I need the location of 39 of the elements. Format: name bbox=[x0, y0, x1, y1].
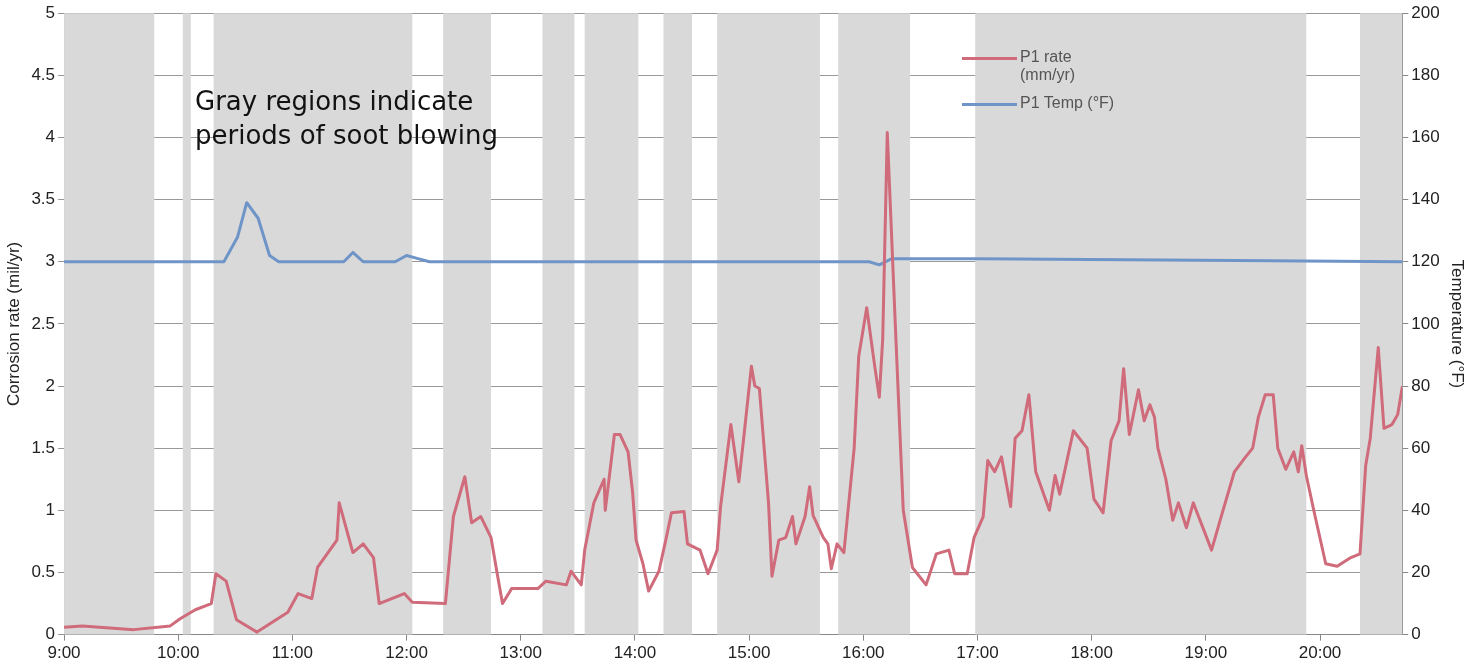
legend-label: P1 rate (mm/yr) bbox=[1020, 48, 1077, 84]
annotation: Gray regions indicate periods of soot blowing bbox=[195, 85, 499, 152]
y2-tick-label: 100 bbox=[1411, 313, 1440, 333]
x-tick-label: 18:00 bbox=[1070, 643, 1113, 663]
x-tick-label: 20:00 bbox=[1298, 643, 1342, 663]
x-tick-label: 16:00 bbox=[842, 643, 885, 663]
y-tick-label: 2 bbox=[45, 375, 56, 395]
x-tick-label: 17:00 bbox=[956, 643, 999, 663]
x-tick-label: 10:00 bbox=[156, 643, 200, 663]
y-tick-label: 5 bbox=[45, 2, 56, 22]
y-tick-label: 4 bbox=[45, 127, 56, 147]
x-tick-label: 14:00 bbox=[613, 643, 657, 663]
x-tick-label: 11:00 bbox=[271, 643, 314, 663]
y-axis-title: Corrosion rate (mil/yr) bbox=[3, 241, 23, 407]
y-tick-label: 0.5 bbox=[31, 562, 56, 582]
x-tick-label: 9:00 bbox=[47, 643, 81, 663]
x-tick-label: 15:00 bbox=[727, 643, 771, 663]
y2-tick-label: 60 bbox=[1411, 437, 1431, 457]
y2-tick-label: 20 bbox=[1411, 562, 1431, 582]
y2-tick-label: 200 bbox=[1411, 2, 1440, 22]
y-tick-label: 3.5 bbox=[31, 189, 56, 209]
y-tick-label: 3 bbox=[45, 251, 56, 271]
y-tick-label: 4.5 bbox=[31, 65, 56, 85]
x-tick-label: 13:00 bbox=[499, 643, 543, 663]
x-tick-label: 19:00 bbox=[1184, 643, 1228, 663]
y2-tick-label: 140 bbox=[1411, 189, 1440, 209]
y2-tick-label: 160 bbox=[1411, 127, 1440, 147]
y-tick-label: 2.5 bbox=[31, 313, 56, 333]
y-tick-label: 1.5 bbox=[31, 437, 56, 457]
y2-tick-label: 80 bbox=[1411, 375, 1431, 395]
y2-tick-label: 40 bbox=[1411, 500, 1431, 520]
y2-tick-label: 180 bbox=[1411, 65, 1440, 85]
y-tick-label: 0 bbox=[45, 624, 56, 644]
legend-label: P1 Temp (°F) bbox=[1020, 94, 1115, 112]
y2-tick-label: 0 bbox=[1411, 624, 1421, 644]
y2-axis-title: Temperature (°F) bbox=[1448, 259, 1468, 389]
x-tick-label: 12:00 bbox=[385, 643, 428, 663]
y-tick-label: 1 bbox=[45, 500, 56, 520]
y2-tick-label: 120 bbox=[1411, 251, 1440, 271]
